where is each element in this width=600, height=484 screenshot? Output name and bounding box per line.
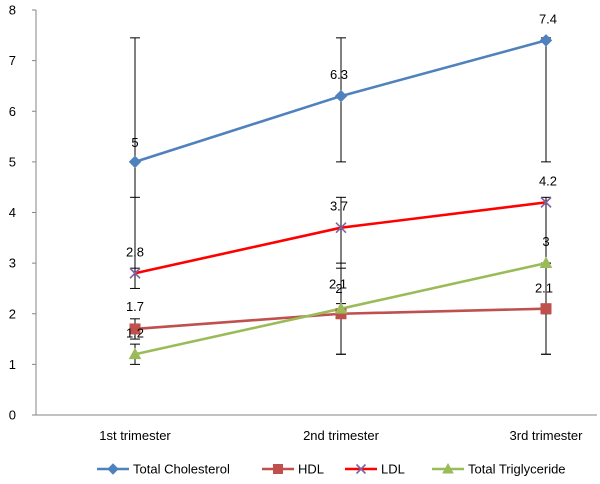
data-point: [539, 34, 553, 47]
y-axis-ticks: 0 1 2 3 4 5 6 7 8: [9, 3, 36, 423]
legend-label: Total Cholesterol: [133, 462, 230, 477]
data-point: [442, 462, 454, 474]
data-labels: 56.37.41.72 2.12.83.74.21.22.13: [126, 11, 557, 340]
data-label: 1.7: [126, 299, 144, 314]
y-tick-label: 2: [9, 306, 16, 321]
y-tick-label: 0: [9, 408, 16, 423]
legend-label: HDL: [298, 462, 324, 477]
axes: [35, 10, 597, 416]
y-tick-label: 6: [9, 104, 16, 119]
error-bars: [130, 37, 551, 365]
data-point: [355, 463, 367, 475]
data-label: 2.1: [329, 277, 347, 292]
x-tick-label: 3rd trimester: [510, 428, 584, 443]
legend-entry: HDL: [262, 462, 324, 477]
legend-entry: Total Triglyceride: [432, 462, 566, 477]
data-point: [129, 267, 141, 279]
data-point: [540, 196, 552, 208]
legend-entry: LDL: [345, 462, 405, 477]
y-tick-label: 8: [9, 3, 16, 18]
legend-label: Total Triglyceride: [468, 462, 566, 477]
legend-entry: Total Cholesterol: [97, 462, 230, 477]
data-point: [128, 155, 142, 169]
data-point: [107, 463, 119, 475]
series-markers: [128, 34, 553, 360]
data-point: [335, 222, 347, 234]
x-tick-label: 1st trimester: [99, 428, 171, 443]
data-point: [540, 303, 552, 315]
data-label: 3: [542, 234, 549, 249]
y-tick-label: 5: [9, 154, 16, 169]
data-label: 3.7: [330, 199, 348, 214]
data-label: 2.1: [535, 281, 553, 296]
legend-label: LDL: [381, 462, 405, 477]
data-point: [128, 347, 142, 360]
y-tick-label: 7: [9, 53, 16, 68]
data-point: [129, 323, 141, 335]
data-point: [539, 256, 553, 269]
data-label: 7.4: [539, 11, 557, 26]
data-point: [334, 89, 348, 103]
data-label: 5: [131, 135, 138, 150]
data-label: 2.8: [126, 244, 144, 259]
y-tick-label: 1: [9, 357, 16, 372]
data-label: 4.2: [539, 173, 557, 188]
x-axis-ticks: 1st trimester 2nd trimester 3rd trimester: [99, 428, 583, 443]
y-tick-label: 4: [9, 205, 16, 220]
legend: Total Cholesterol HDL LDL Total Triglycerid…: [97, 462, 566, 477]
data-label: 2: [335, 281, 342, 296]
data-label: 6.3: [330, 67, 348, 82]
y-tick-label: 3: [9, 256, 16, 271]
data-point: [334, 302, 348, 314]
x-tick-label: 2nd trimester: [303, 428, 380, 443]
data-point: [273, 464, 283, 474]
data-label: 1.2: [126, 325, 144, 340]
